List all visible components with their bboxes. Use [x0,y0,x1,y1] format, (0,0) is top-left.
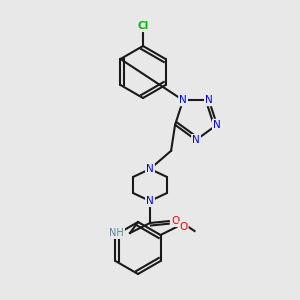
Text: N: N [146,196,154,206]
Text: N: N [179,95,187,105]
Text: NH: NH [109,228,124,238]
Text: Cl: Cl [137,21,148,31]
Text: N: N [213,120,221,130]
Text: N: N [146,164,154,174]
Text: N: N [205,95,213,105]
Text: O: O [179,222,188,232]
Text: O: O [171,216,179,226]
Text: N: N [192,135,200,145]
